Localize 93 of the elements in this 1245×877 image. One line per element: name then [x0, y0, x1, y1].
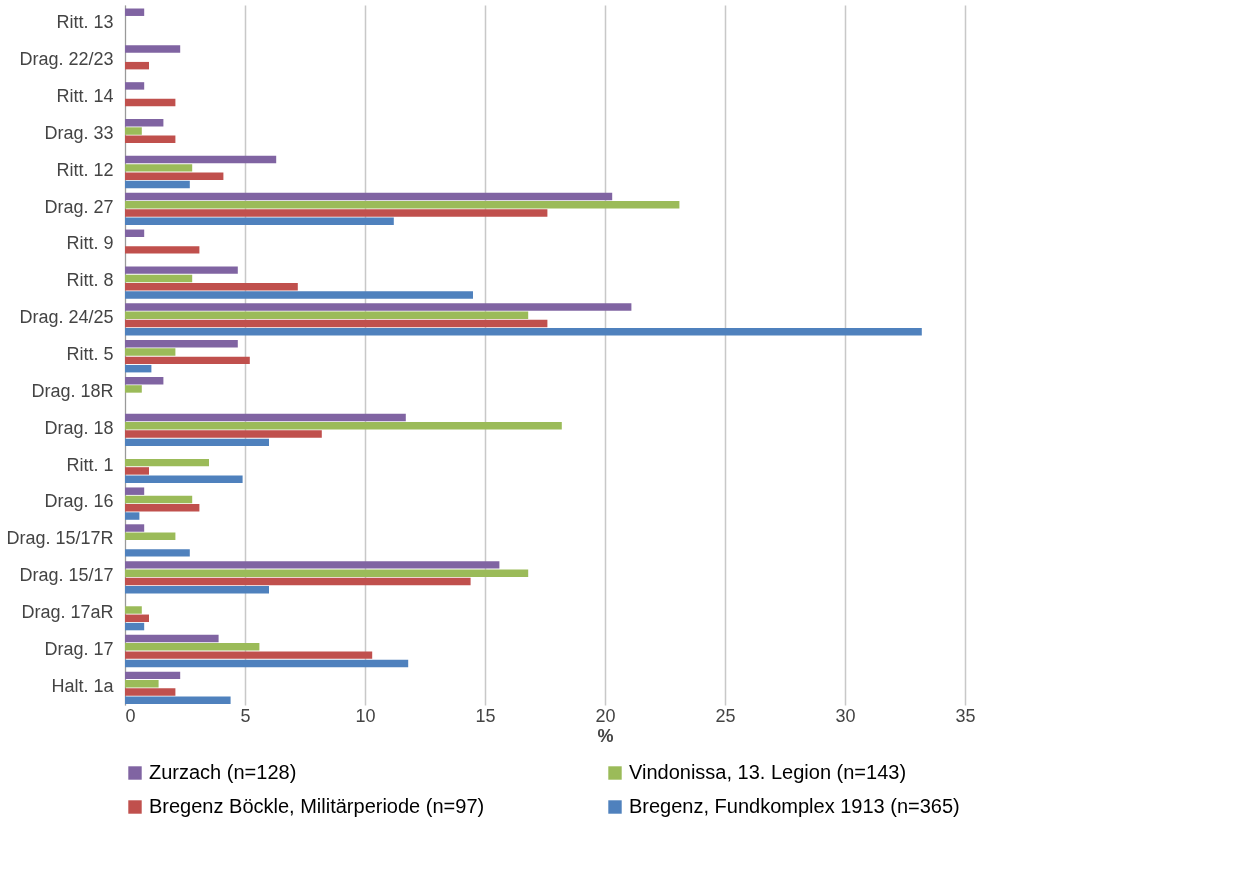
- legend-label: Bregenz, Fundkomplex 1913 (n=365): [629, 795, 960, 817]
- legend-label: Bregenz Böckle, Militärperiode (n=97): [149, 795, 485, 817]
- y-tick-label: Drag. 17: [44, 638, 114, 659]
- bar: [125, 569, 529, 577]
- bar: [125, 487, 145, 495]
- bar: [125, 8, 145, 16]
- y-tick-label: Ritt. 13: [56, 12, 114, 33]
- x-tick-label: 35: [955, 705, 976, 726]
- bar: [125, 376, 164, 385]
- bar: [125, 155, 277, 164]
- y-tick-label: Ritt. 9: [66, 233, 114, 254]
- bar: [125, 229, 145, 238]
- y-tick-label: Drag. 22/23: [19, 49, 114, 70]
- y-tick-label: Ritt. 5: [66, 344, 114, 364]
- y-tick-label: Halt. 1a: [51, 675, 115, 696]
- bar: [125, 561, 500, 569]
- bar: [125, 622, 145, 631]
- bar: [125, 164, 193, 172]
- bar: [125, 217, 394, 226]
- bar: [125, 61, 149, 70]
- bar: [125, 201, 680, 209]
- bar: [125, 209, 548, 217]
- legend-label: Vindonissa, 13. Legion (n=143): [629, 761, 907, 783]
- bar: [125, 303, 632, 311]
- y-tick-label: Ritt. 12: [56, 159, 114, 180]
- bar: [125, 532, 176, 541]
- bar: [125, 348, 176, 356]
- bar: [125, 643, 260, 651]
- x-tick-label: 15: [475, 705, 496, 726]
- bar: [125, 274, 193, 283]
- bar: [125, 524, 145, 532]
- y-tick-label: Drag. 18: [44, 417, 114, 438]
- bar: [125, 172, 224, 180]
- bar: [125, 356, 250, 365]
- y-tick-label: Ritt. 8: [66, 270, 114, 291]
- bar: [125, 659, 409, 668]
- bar: [125, 319, 548, 328]
- bar: [125, 340, 238, 348]
- bar: [125, 671, 181, 680]
- legend-label: Zurzach (n=128): [149, 761, 297, 783]
- bar: [125, 651, 373, 659]
- bar: [125, 119, 164, 127]
- x-tick-label: 20: [595, 705, 616, 726]
- bar: [125, 246, 200, 254]
- x-tick-label: 30: [835, 705, 856, 726]
- y-tick-label: Drag. 16: [44, 491, 114, 512]
- bar: [125, 135, 176, 144]
- bar: [125, 438, 269, 447]
- bar: [125, 512, 140, 520]
- bar: [125, 458, 209, 467]
- bar: [125, 586, 269, 594]
- y-tick-label: Drag. 27: [44, 196, 114, 217]
- bar: [125, 180, 190, 189]
- bar: [125, 430, 322, 438]
- bar: [125, 98, 176, 107]
- bar: [125, 696, 231, 704]
- bar: [125, 467, 149, 475]
- bar: [125, 577, 471, 586]
- bar: [125, 266, 238, 274]
- bar: [125, 688, 176, 696]
- x-tick-label: 10: [355, 705, 376, 726]
- y-tick-label: Drag. 33: [44, 122, 114, 143]
- bar: [125, 385, 142, 393]
- x-tick-label: 0: [125, 705, 136, 726]
- y-tick-label: Drag. 15/17R: [6, 528, 114, 549]
- y-tick-label: Drag. 24/25: [19, 307, 114, 328]
- bar: [125, 413, 406, 422]
- bar: [125, 291, 473, 299]
- bar: [125, 328, 922, 336]
- bar: [125, 311, 529, 319]
- bar: [125, 45, 181, 53]
- bar: [125, 127, 142, 135]
- bar: [125, 364, 152, 373]
- bar: [125, 422, 562, 430]
- y-tick-label: Ritt. 1: [66, 454, 114, 475]
- x-tick-label: 5: [240, 705, 251, 726]
- y-tick-label: Ritt. 14: [56, 86, 114, 107]
- x-tick-label: 25: [715, 705, 736, 726]
- x-axis-title: %: [597, 725, 614, 746]
- bar: [125, 549, 190, 557]
- y-tick-label: Drag. 18R: [31, 380, 114, 401]
- bar: [125, 82, 145, 90]
- bar: [125, 634, 219, 643]
- y-tick-label: Drag. 15/17: [19, 565, 114, 586]
- bar: [125, 495, 193, 504]
- bar: [125, 504, 200, 512]
- bar: [125, 679, 159, 688]
- y-tick-label: Drag. 17aR: [21, 601, 114, 622]
- bar: [125, 192, 613, 201]
- bar: [125, 282, 298, 291]
- bar: [125, 606, 142, 614]
- bar: [125, 614, 149, 623]
- bar: [125, 475, 243, 483]
